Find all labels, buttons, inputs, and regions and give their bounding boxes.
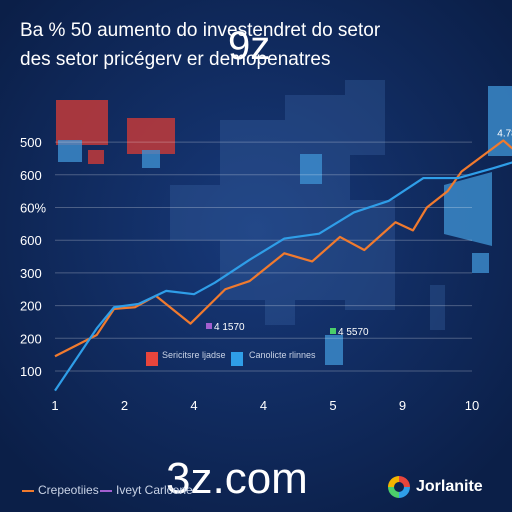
- y-tick-label: 600: [20, 168, 42, 183]
- x-tick-label: 9: [399, 398, 406, 413]
- x-tick-label: 5: [329, 398, 336, 413]
- x-tick-label: 2: [121, 398, 128, 413]
- legend-label-1: Sericitsre ljadse: [162, 350, 226, 360]
- brand-logo: Jorlanite: [386, 474, 483, 500]
- series-line-blue: [54, 161, 512, 392]
- bottom-legend-label: Crepeotiies: [38, 483, 99, 497]
- annotation-label: 4 1570: [214, 322, 245, 333]
- bottom-legend-label: Iveyt Carlcone: [116, 483, 193, 497]
- bottom-legend-swatch: [22, 489, 34, 492]
- y-tick-label: 200: [20, 299, 42, 314]
- brand-name: Jorlanite: [416, 478, 483, 495]
- x-tick-label: 10: [465, 398, 479, 413]
- x-tick-label: 4: [260, 398, 267, 413]
- bottom-legend-swatch: [100, 489, 112, 492]
- bottom-legend-item-2: Iveyt Carlcone: [100, 483, 193, 497]
- chart-title-line-1: Ba % 50 aumento do investendret do setor: [20, 20, 381, 41]
- watermark-top: 9z: [228, 24, 271, 68]
- legend-swatch-1: [146, 352, 158, 366]
- y-tick-label: 200: [20, 331, 42, 346]
- y-tick-label: 300: [20, 266, 42, 281]
- y-tick-label: 600: [20, 233, 42, 248]
- legend-swatch-2: [231, 352, 243, 366]
- annotation-label: 4 5570: [338, 327, 369, 338]
- bottom-legend-item-1: Crepeotiies: [22, 483, 99, 497]
- brand-logo-icon: [388, 476, 410, 498]
- x-tick-label: 1: [51, 398, 58, 413]
- peak-annotation: 4.7800: [497, 128, 512, 139]
- y-tick-label: 60%: [20, 201, 46, 216]
- y-tick-label: 500: [20, 135, 42, 150]
- series-line-orange: [54, 139, 512, 358]
- annotation-marker: [330, 328, 336, 334]
- chart-title-line-2: des setor pricégerv er demopenatres: [20, 49, 331, 70]
- y-tick-label: 100: [20, 364, 42, 379]
- legend-label-2: Canolicte rlinnes: [249, 350, 316, 360]
- annotation-marker: [206, 323, 212, 329]
- watermark-bottom: 3z.com: [166, 454, 308, 503]
- x-tick-label: 4: [190, 398, 197, 413]
